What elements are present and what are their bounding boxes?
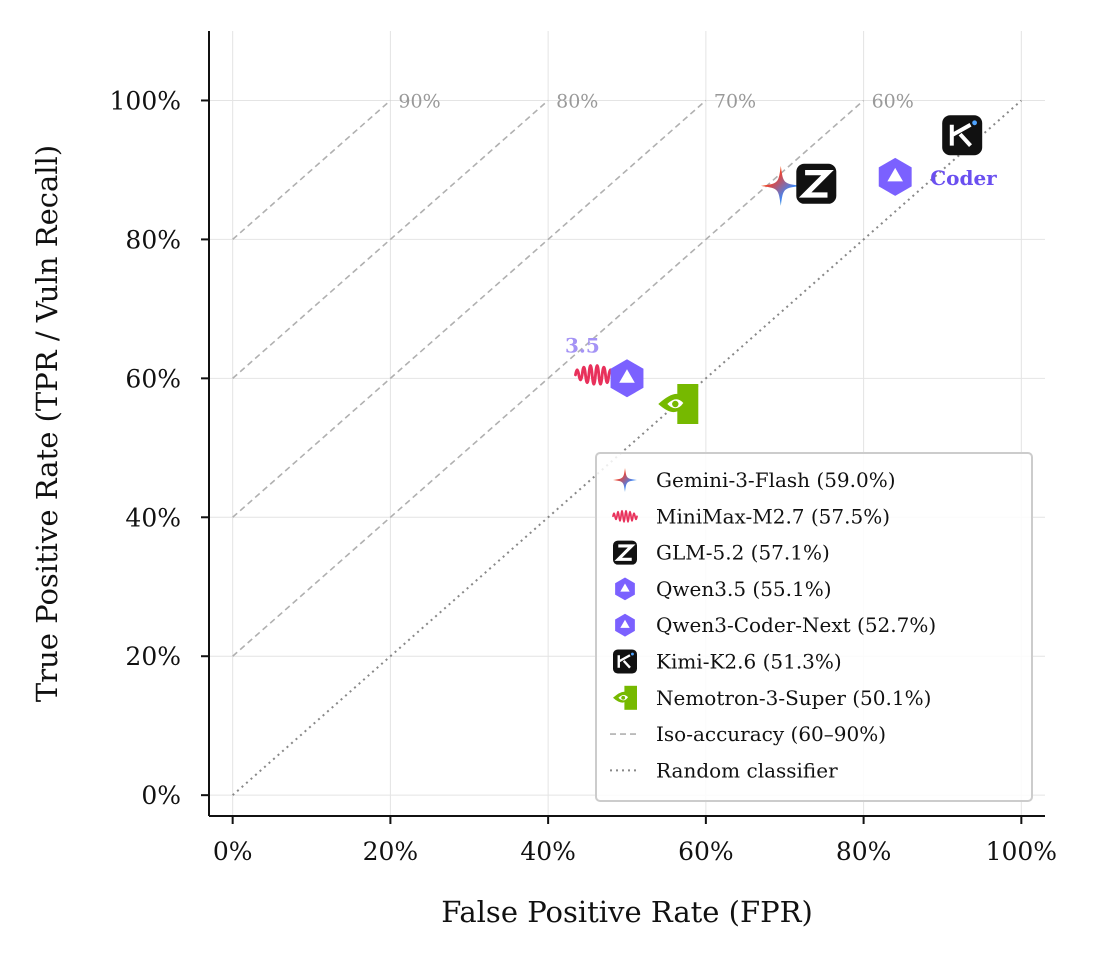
qwen-inner-shape: [620, 583, 630, 592]
axes: [208, 31, 1045, 817]
legend-item: Kimi-K2.6 (51.3%): [613, 649, 842, 674]
x-tick-label: 80%: [836, 837, 892, 866]
legend-box: [595, 452, 1033, 802]
legend-label: Qwen3.5 (55.1%): [656, 577, 832, 601]
legend-item: Qwen3-Coder-Next (52.7%): [615, 613, 936, 637]
x-tick-labels: 0% 20% 40% 60% 80% 100%: [213, 816, 1057, 866]
x-tick-label: 60%: [678, 837, 734, 866]
x-tick-label: 40%: [520, 837, 576, 866]
data-point: [760, 165, 801, 206]
kimi-dot-shape: [631, 652, 634, 656]
x-tick-label: 20%: [363, 837, 419, 866]
y-tick-label: 0%: [141, 781, 181, 810]
kimi-dot-shape: [972, 120, 977, 126]
gemini-sparkle-shape: [760, 165, 801, 206]
nvidia-pupil: [672, 400, 679, 408]
iso-accuracy-label: 90%: [398, 90, 440, 112]
legend-swatch: [613, 540, 637, 565]
point-tag-label: 3.5: [565, 333, 600, 357]
legend-label: Gemini-3-Flash (59.0%): [656, 468, 896, 492]
kimi-k-shape: [617, 654, 631, 669]
legend-item: Gemini-3-Flash (59.0%): [613, 468, 896, 492]
legend-item: Iso-accuracy (60–90%): [610, 722, 886, 746]
x-axis-title: False Positive Rate (FPR): [441, 895, 813, 929]
legend-swatch: [613, 685, 637, 710]
legend-item: Random classifier: [610, 758, 838, 782]
iso-accuracy-line: [232, 99, 391, 241]
y-tick-label: 20%: [125, 642, 181, 671]
y-tick-label: 40%: [125, 503, 181, 532]
model-points: 3.5 Coder: [565, 115, 997, 424]
qwen-inner-shape: [887, 167, 903, 182]
y-tick-label: 100%: [110, 86, 181, 115]
data-point: 3.5: [565, 333, 644, 398]
iso-accuracy-line: [232, 99, 707, 518]
iso-accuracy-line: [232, 99, 549, 379]
gemini-sparkle-shape: [613, 468, 637, 492]
iso-accuracy-lines: 90% 80% 70% 60%: [232, 90, 914, 657]
legend-label: Iso-accuracy (60–90%): [656, 722, 886, 746]
minimax-wave-shape: [612, 509, 638, 523]
qwen-inner-shape: [619, 369, 635, 383]
glm-z-shape: [614, 544, 636, 561]
nvidia-block-shape: [677, 384, 699, 424]
legend-swatch: [615, 613, 635, 637]
data-point: [574, 364, 617, 386]
y-tick-label: 60%: [125, 364, 181, 393]
nvidia-block-shape: [624, 685, 637, 710]
legend-label: MiniMax-M2.7 (57.5%): [656, 504, 890, 528]
y-axis-title: True Positive Rate (TPR / Vuln Recall): [30, 145, 64, 702]
minimax-wave-shape: [574, 364, 617, 386]
legend-label: GLM-5.2 (57.1%): [656, 541, 830, 565]
x-tick-label: 0%: [213, 837, 253, 866]
legend-item: Nemotron-3-Super (50.1%): [613, 685, 931, 710]
legend-swatch: [613, 468, 637, 492]
point-tag-label: Coder: [930, 166, 997, 190]
data-point: [796, 163, 837, 204]
legend-label: Nemotron-3-Super (50.1%): [656, 686, 931, 710]
iso-accuracy-label: 80%: [556, 90, 598, 112]
legend-label: Qwen3-Coder-Next (52.7%): [656, 613, 936, 637]
y-tick-label: 80%: [125, 225, 181, 254]
y-tick-labels: 0% 20% 40% 60% 80% 100%: [110, 86, 209, 810]
iso-accuracy-label: 60%: [872, 90, 914, 112]
random-classifier-line: [231, 99, 1023, 796]
legend-item: MiniMax-M2.7 (57.5%): [612, 504, 890, 528]
data-point: Coder: [878, 157, 997, 196]
legend-swatch: [612, 509, 638, 523]
legend-swatch: [613, 649, 637, 674]
iso-accuracy-label: 70%: [714, 90, 756, 112]
iso-accuracy-line: [232, 99, 865, 657]
legend-swatch: [615, 577, 635, 601]
legend-label: Kimi-K2.6 (51.3%): [656, 650, 842, 674]
legend-item: Qwen3.5 (55.1%): [615, 577, 832, 601]
x-tick-label: 100%: [986, 837, 1057, 866]
glm-z-shape: [798, 170, 834, 198]
data-point: [942, 115, 983, 156]
chart-legend: Gemini-3-Flash (59.0%) MiniMax-M2.7 (57.5…: [595, 452, 1033, 802]
nvidia-pupil: [621, 695, 626, 700]
legend-label: Random classifier: [656, 758, 838, 782]
kimi-k-shape: [949, 123, 972, 147]
legend-item: GLM-5.2 (57.1%): [613, 540, 830, 565]
data-point: [658, 384, 699, 424]
qwen-inner-shape: [620, 619, 630, 628]
